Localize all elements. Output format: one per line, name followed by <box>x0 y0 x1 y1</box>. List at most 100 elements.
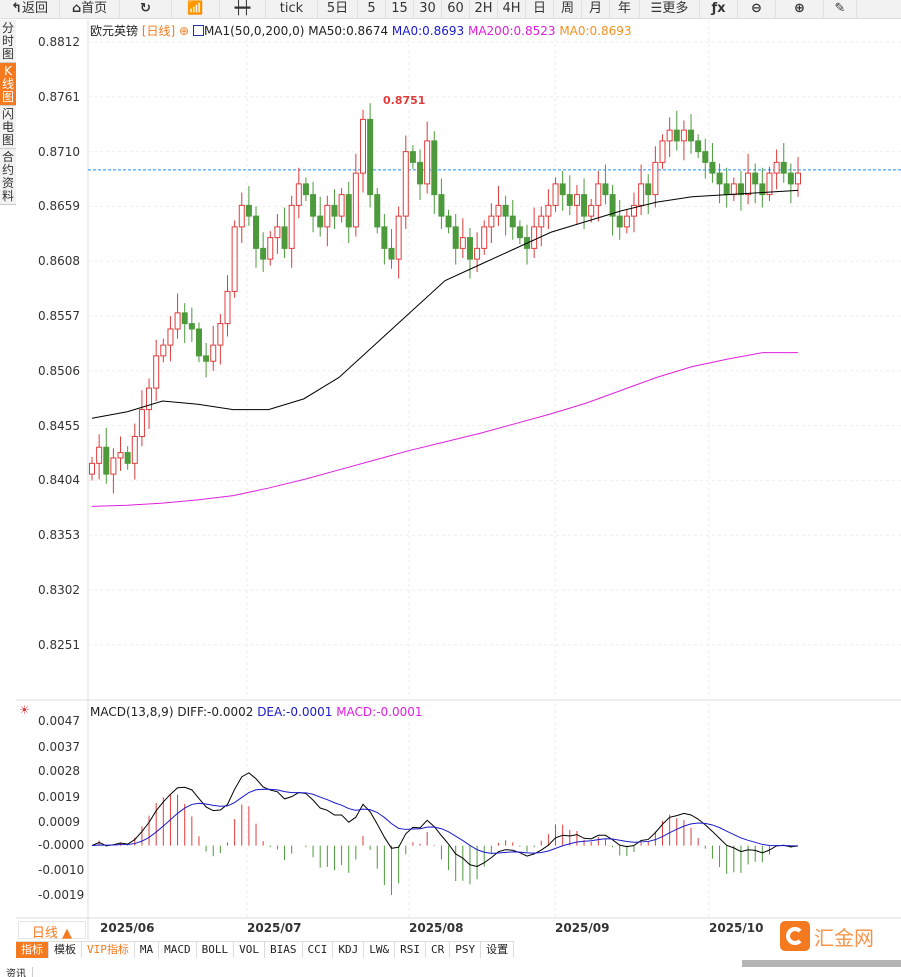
indicator-tab[interactable]: 设置 <box>481 942 515 958</box>
indicator-tab[interactable]: 指标 <box>16 942 49 958</box>
candle-body <box>766 172 773 196</box>
time-tick: 2025/10 <box>709 921 764 935</box>
macd-legend: MACD(13,8,9) DIFF:-0.0002 DEA:-0.0001 MA… <box>90 705 423 719</box>
toolbar-button-年[interactable]: 年 <box>610 0 640 19</box>
dea-value: DEA:-0.0001 <box>257 705 333 719</box>
candle-body <box>409 151 416 163</box>
toolbar-button-5[interactable]: 5 <box>358 0 386 19</box>
candle-body <box>431 140 438 196</box>
indicator-tab[interactable]: CCI <box>303 942 334 958</box>
candle-body <box>688 129 695 142</box>
indicator-tab[interactable]: BOLL <box>197 942 235 958</box>
candle-body <box>609 194 616 217</box>
toolbar-button-zoom-out[interactable]: ⊖ <box>738 0 776 19</box>
toolbar-button-candlestick[interactable]: ┿┿ <box>220 0 266 19</box>
toolbar-button-15[interactable]: 15 <box>386 0 414 19</box>
candle-body <box>324 204 331 228</box>
indicator-tab[interactable]: VIP指标 <box>82 942 135 958</box>
diff-line <box>91 772 799 868</box>
candle-body <box>381 226 388 249</box>
time-tick: 2025/06 <box>100 921 155 935</box>
bar-chart-icon: 📶 <box>187 1 204 16</box>
status-tab[interactable]: 资讯 <box>0 967 33 977</box>
candle-body <box>573 194 580 206</box>
candle-body <box>702 151 709 163</box>
indicator-tab[interactable]: MA <box>135 942 160 958</box>
indicator-tab[interactable]: BIAS <box>265 942 303 958</box>
macd-tick: 0.0037 <box>38 740 80 754</box>
toolbar-button-60[interactable]: 60 <box>442 0 470 19</box>
ma-indicator-icon[interactable] <box>192 25 204 36</box>
indicator-tab[interactable]: CR <box>426 942 451 958</box>
macd-name: MACD(13,8,9) <box>90 705 174 719</box>
candle-body <box>231 226 238 292</box>
indicator-tab[interactable]: MACD <box>159 942 197 958</box>
toolbar-label: 周 <box>560 1 574 16</box>
toolbar-button-refresh[interactable]: ↻ <box>120 0 172 19</box>
candle-body <box>210 344 217 362</box>
indicator-tab[interactable]: LW& <box>364 942 396 958</box>
candle-body <box>559 183 566 196</box>
price-tick: 0.8608 <box>38 254 80 269</box>
indicator-tab[interactable]: KDJ <box>333 942 365 958</box>
toolbar-button-bar-chart[interactable]: 📶 <box>172 0 220 19</box>
candle-body <box>267 237 274 260</box>
toolbar-button-fx[interactable]: ƒx <box>700 0 738 19</box>
candle-body <box>581 194 588 217</box>
toolbar-button-月[interactable]: 月 <box>582 0 610 19</box>
candle-body <box>338 194 345 217</box>
candle-body <box>509 215 516 228</box>
fx-icon: ƒx <box>711 1 726 16</box>
candle-body <box>345 194 352 228</box>
candle-body <box>395 215 402 260</box>
side-tabs: 分时图 K线图 闪电图 合约资料 <box>0 20 16 205</box>
candle-body <box>424 140 431 185</box>
settings-icon[interactable]: ⊕ <box>179 24 190 38</box>
candle-body <box>459 237 466 249</box>
ma0-value-2: MA0:0.8693 <box>559 24 632 38</box>
collapse-bar[interactable] <box>742 960 901 967</box>
ma200-line <box>91 352 798 507</box>
candle-body <box>780 161 787 174</box>
candle-body <box>417 161 424 185</box>
macd-value: MACD:-0.0001 <box>336 705 423 719</box>
price-tick: 0.8761 <box>38 89 80 104</box>
toolbar-button-tick[interactable]: tick <box>266 0 318 19</box>
indicator-tab[interactable]: PSY <box>450 942 482 958</box>
candle-body <box>709 161 716 174</box>
period-button[interactable]: 日线 ▲ <box>18 921 86 941</box>
toolbar-button-首页[interactable]: ⌂首页 <box>60 0 120 19</box>
candle-body <box>795 172 801 185</box>
logo-icon <box>780 921 810 951</box>
toolbar-button-4H[interactable]: 4H <box>498 0 526 19</box>
toolbar-button-周[interactable]: 周 <box>554 0 582 19</box>
ma0-value: MA0:0.8693 <box>391 24 465 38</box>
side-tab[interactable]: 合约资料 <box>0 149 16 205</box>
candle-body <box>281 226 288 249</box>
candle-body <box>167 328 174 346</box>
indicator-tab[interactable]: 模板 <box>49 942 82 958</box>
toolbar-button-30[interactable]: 30 <box>414 0 442 19</box>
toolbar-button-日[interactable]: 日 <box>526 0 554 19</box>
price-tick: 0.8353 <box>38 528 80 543</box>
toolbar-button-5日[interactable]: 5日 <box>318 0 358 19</box>
macd-settings-icon[interactable]: ☀ <box>19 703 30 717</box>
toolbar-button-zoom-in[interactable]: ⊕ <box>776 0 824 19</box>
toolbar-button-更多[interactable]: ☰更多 <box>640 0 700 19</box>
side-tab[interactable]: K线图 <box>0 63 16 106</box>
indicator-tab[interactable]: VOL <box>234 942 265 958</box>
candle-body <box>538 215 545 228</box>
chart-legend: 欧元英镑 [日线] ⊕ MA1(50,0,200,0) MA50:0.8674 … <box>90 22 632 39</box>
candle-body <box>737 183 744 196</box>
toolbar-button-2H[interactable]: 2H <box>470 0 498 19</box>
toolbar-button-pen[interactable]: ✎ <box>824 0 857 19</box>
indicator-tab[interactable]: RSI <box>395 942 426 958</box>
time-tick: 2025/08 <box>409 921 464 935</box>
candle-body <box>652 161 659 196</box>
toolbar-button-返回[interactable]: ↰返回 <box>0 0 60 19</box>
side-tab[interactable]: 分时图 <box>0 20 16 63</box>
indicator-tabs: 指标 模板 VIP指标 MA MACD BOLL VOL BIAS CCI KDJ LW& RSI CR… <box>16 941 515 958</box>
candle-body <box>253 215 260 249</box>
side-tab[interactable]: 闪电图 <box>0 106 16 149</box>
